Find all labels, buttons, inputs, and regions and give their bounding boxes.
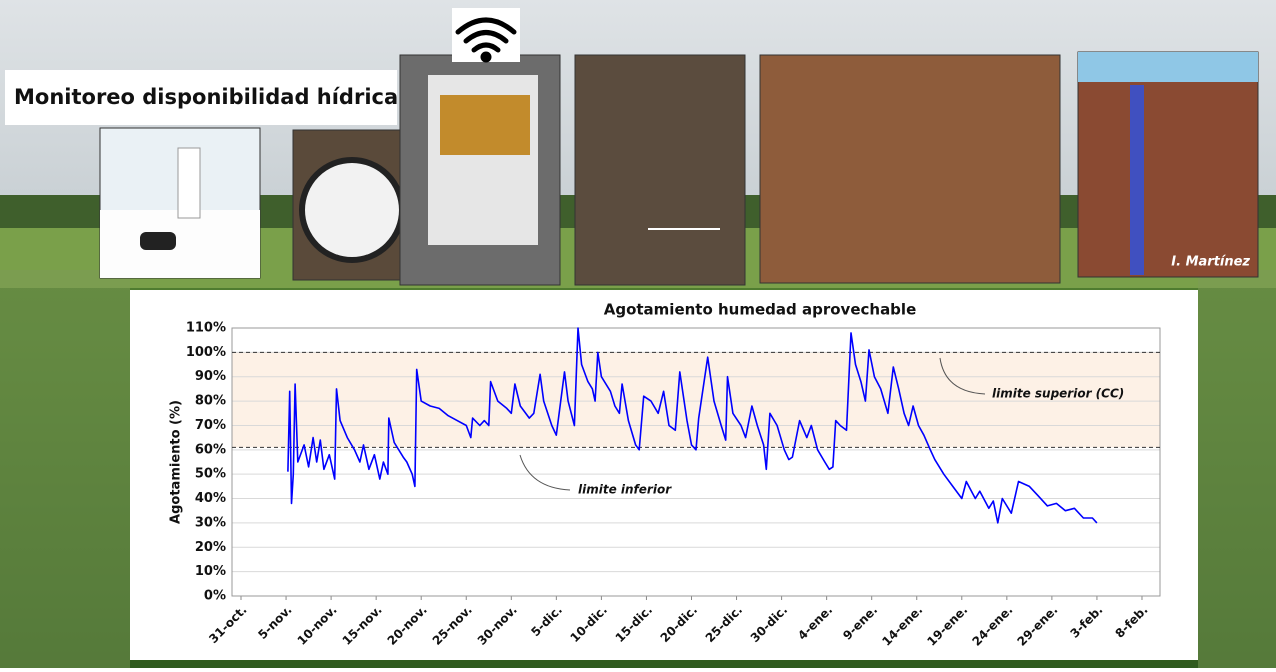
plants-left [0,270,130,668]
annotation: limite superior (CC) [992,387,1124,401]
y-tick-label: 60% [195,442,226,457]
y-tick-label: 100% [186,345,226,360]
target-band [232,352,1160,448]
y-tick-label: 90% [195,369,226,384]
photo-soil [574,54,746,286]
meter-dial [299,157,405,263]
profile-sky [1078,52,1258,82]
data-line [287,327,1098,524]
y-tick-label: 70% [195,418,226,433]
y-tick-label: 20% [195,540,226,555]
chart-title: Agotamiento humedad aprovechable [604,301,917,319]
sensor-cable [140,232,176,250]
photo-profile [1077,51,1259,278]
photo-sensor-floor [100,210,260,278]
y-tick-label: 40% [195,491,226,506]
y-tick-label: 0% [204,589,226,604]
annotation-arrow [519,454,571,491]
y-axis-label: Agotamiento (%) [169,400,184,524]
wifi-icon [452,8,520,63]
plot-border [231,327,1161,597]
title-box [5,70,397,125]
y-tick-label: 110% [186,321,226,336]
chart-panel [130,290,1198,660]
annotation-arrow [939,357,986,395]
annotation: limite inferior [578,483,672,497]
y-tick-label: 50% [195,467,226,482]
sensor-body [177,147,201,219]
y-tick-label: 10% [195,564,226,579]
profile-ruler [1130,85,1144,275]
photo-credit: I. Martínez [1171,255,1250,270]
slide-title: Monitoreo disponibilidad hídrica [14,85,398,109]
logger-batteries [440,95,530,155]
photo-field-work [759,54,1061,284]
y-tick-label: 80% [195,394,226,409]
y-tick-label: 30% [195,515,226,530]
plants-right [1198,270,1276,668]
